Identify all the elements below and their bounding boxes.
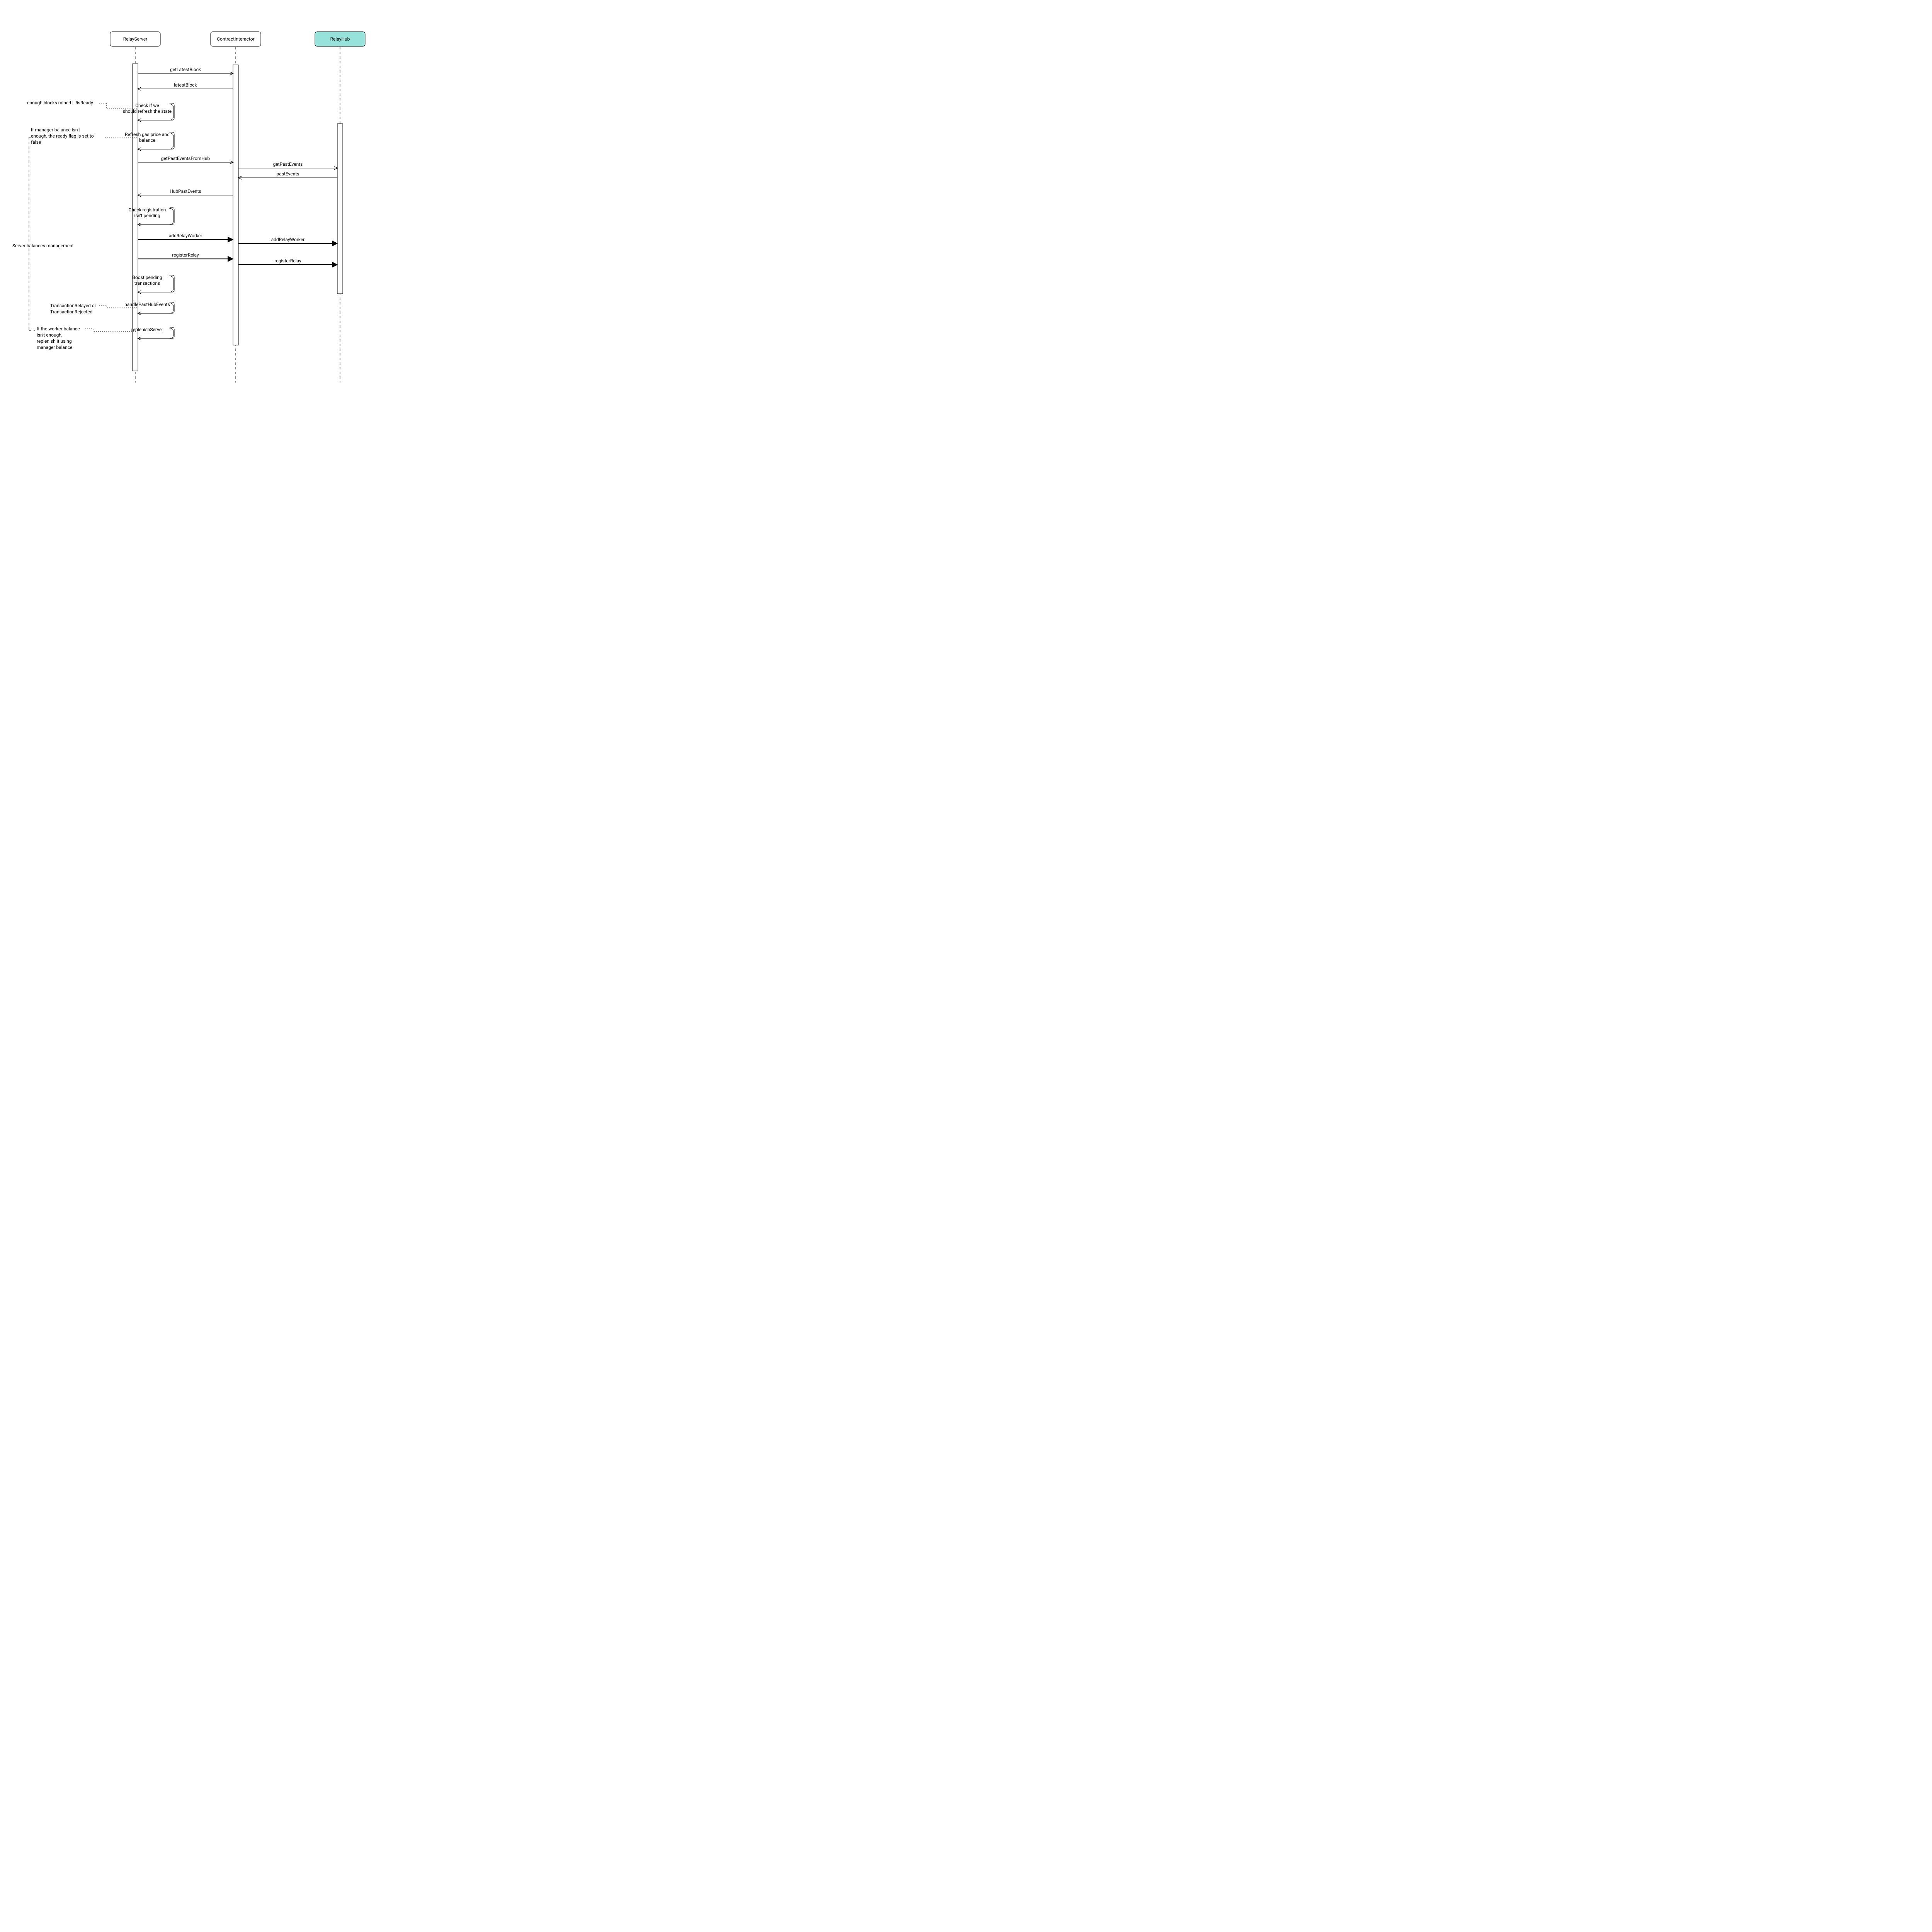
message-label: pastEvents [277,171,299,177]
note-text: If manager balance isn't [31,127,80,133]
self-msg-label: isn't pending [134,213,160,218]
participant-label-contractInteractor: ContractInteractor [217,36,254,42]
note-text: TransactionRelayed or [50,303,96,308]
message-label: getPastEventsFromHub [161,156,210,161]
self-msg-label: Refresh gas price and [125,132,170,137]
note-text: TransactionRejected [50,309,92,315]
self-msg-label: balance [139,138,155,143]
self-msg-label: transactions [134,281,160,286]
self-msg-label: handlePastHubEvents [124,302,170,307]
note-text: manager balance [37,345,72,350]
message-label: HubPastEvents [170,189,201,194]
message-label: latestBlock [174,82,197,88]
self-msg-label: Check registration [129,207,166,213]
activation-contractInteractor [233,65,238,345]
self-msg-label: Boost pending [132,275,162,280]
message-label: getLatestBlock [170,67,201,72]
participant-label-relayServer: RelayServer [123,36,148,42]
note-text: replenish it using [37,338,72,344]
activation-relayHub [337,124,343,294]
note-connector [99,103,137,108]
note-connector [85,329,137,332]
message-label: addRelayWorker [271,237,305,242]
participant-label-relayHub: RelayHub [330,36,350,42]
sequence-diagram: RelayServer ContractInteractor RelayHub get… [0,0,386,399]
note-text: false [31,139,41,145]
message-label: registerRelay [172,252,199,258]
note-text: enough blocks mined || !isReady [27,100,93,105]
message-label: getPastEvents [273,162,303,167]
note-text: isn't enough, [37,332,62,338]
self-msg-label: Check if we [135,103,159,108]
message-label: registerRelay [274,258,301,264]
self-msg-label: replenishServer [131,327,163,332]
note-text: enough, the ready flag is set to [31,133,94,139]
note-text: If the worker balance [37,326,80,332]
message-label: addRelayWorker [169,233,202,238]
self-msg-label: should refresh the state [123,109,172,114]
note-text: Server balances management [12,243,74,248]
